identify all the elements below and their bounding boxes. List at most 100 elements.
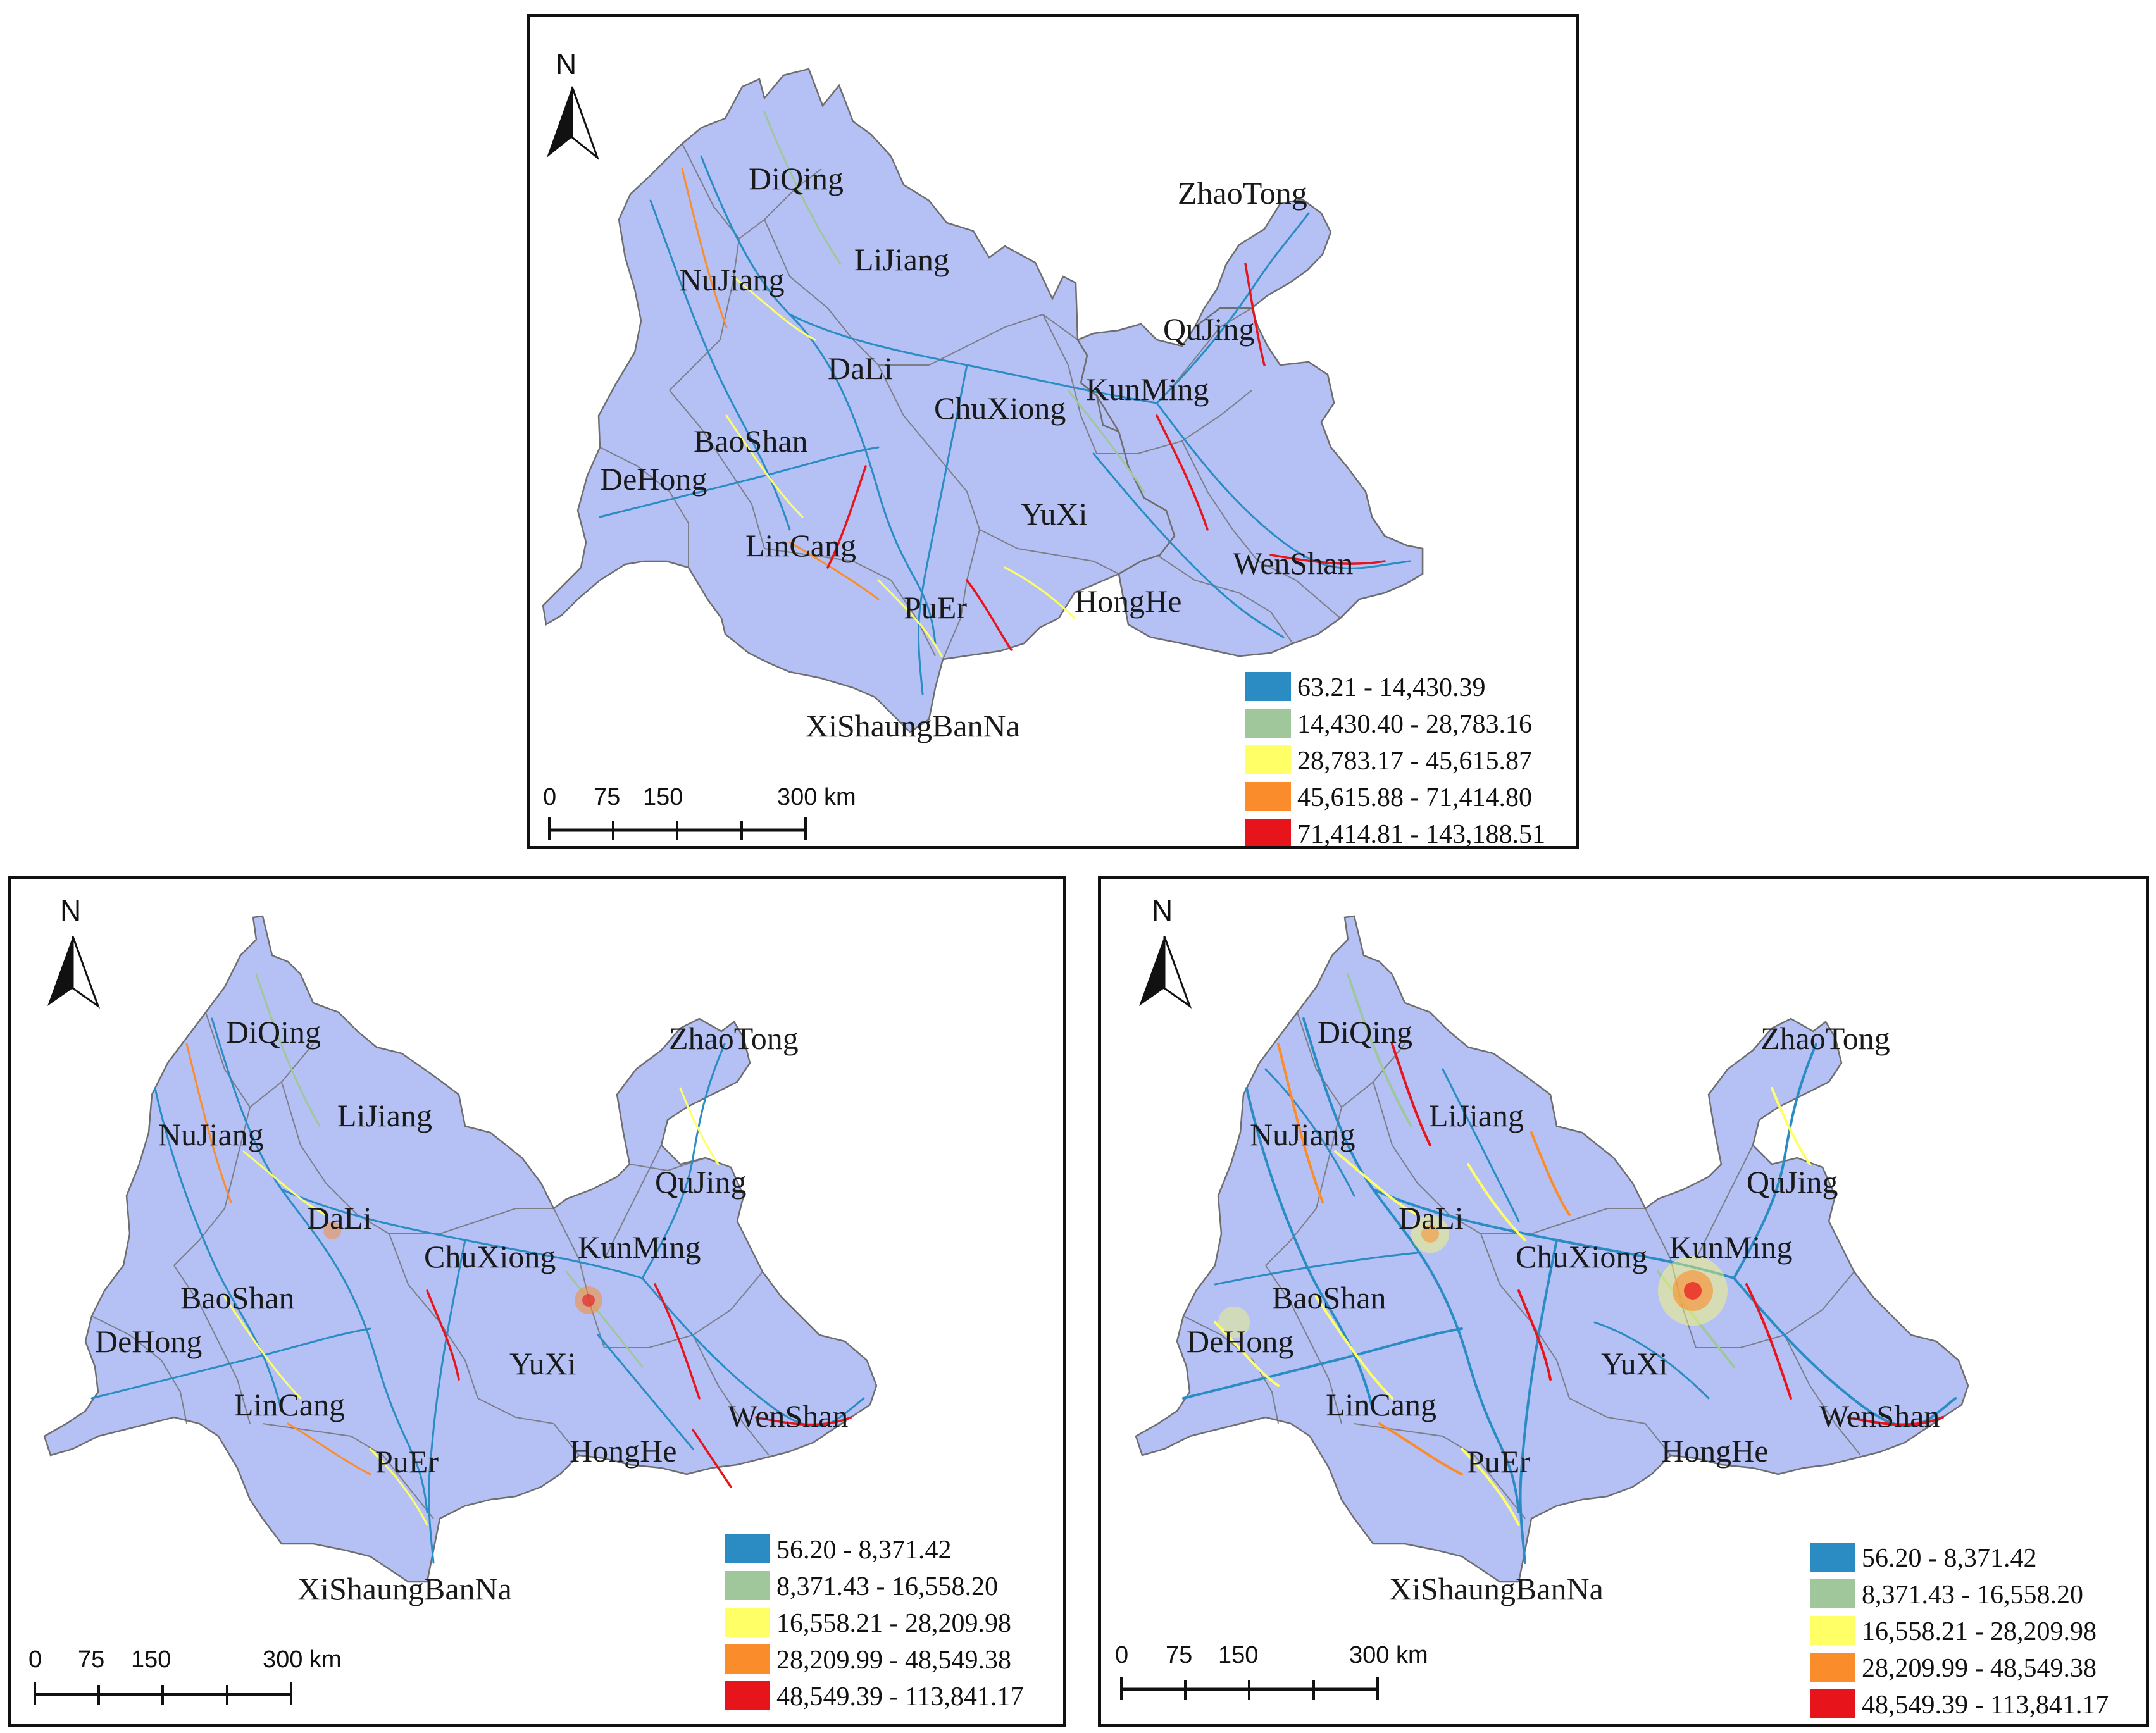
legend-label-5: 71,414.81 - 143,188.51 (1297, 820, 1545, 846)
legend-swatch-3 (725, 1608, 770, 1637)
label-dali: DaLi (828, 351, 893, 386)
label-wenshan: WenShan (1233, 545, 1353, 581)
legend-swatch-4 (1245, 782, 1291, 811)
label-nujiang: NuJiang (679, 262, 785, 297)
map-canvas: DiQing NuJiang LiJiang ZhaoTong QuJing D… (28, 894, 1033, 1719)
legend-label-3: 28,783.17 - 45,615.87 (1297, 747, 1532, 776)
north-label: N (1152, 894, 1173, 927)
label-lincang: LinCang (1326, 1387, 1436, 1422)
scale-tick-75: 75 (1166, 1642, 1192, 1668)
scale-tick-150: 150 (131, 1646, 171, 1673)
legend-label-1: 56.20 - 8,371.42 (1862, 1544, 2037, 1573)
legend-swatch-1 (1245, 672, 1291, 701)
label-zhaotong: ZhaoTong (669, 1021, 799, 1056)
legend-label-3: 16,558.21 - 28,209.98 (1862, 1617, 2097, 1646)
label-xishuangbanna: XiShaungBanNa (806, 708, 1020, 743)
road-network (1182, 973, 1957, 1564)
legend-label-5: 48,549.39 - 113,841.17 (1862, 1691, 2109, 1720)
legend-swatch-1 (1810, 1543, 1855, 1572)
label-puer: PuEr (904, 590, 967, 625)
label-lincang: LinCang (234, 1387, 345, 1422)
legend-swatch-2 (725, 1571, 770, 1600)
scale-bar: 0 75 150 300 km (543, 784, 856, 840)
legend-swatch-4 (725, 1644, 770, 1674)
label-yuxi: YuXi (1021, 496, 1088, 531)
label-yuxi: YuXi (1601, 1346, 1668, 1381)
scale-tick-300: 300 km (1349, 1642, 1428, 1668)
scale-tick-0: 0 (543, 784, 556, 811)
label-yuxi: YuXi (509, 1346, 576, 1381)
label-zhaotong: ZhaoTong (1178, 175, 1307, 211)
label-lijiang: LiJiang (1429, 1098, 1524, 1133)
label-nujiang: NuJiang (1250, 1117, 1355, 1152)
label-xishuangbanna: XiShaungBanNa (297, 1571, 512, 1606)
legend-label-5: 48,549.39 - 113,841.17 (776, 1682, 1023, 1711)
label-dehong: DeHong (95, 1324, 202, 1359)
legend-swatch-1 (725, 1534, 770, 1563)
legend-label-2: 8,371.43 - 16,558.20 (776, 1572, 998, 1601)
label-lijiang: LiJiang (337, 1098, 432, 1133)
label-wenshan: WenShan (728, 1398, 848, 1434)
label-dali: DaLi (1399, 1200, 1464, 1236)
legend-label-1: 63.21 - 14,430.39 (1297, 673, 1486, 702)
label-xishuangbanna: XiShaungBanNa (1389, 1571, 1604, 1606)
scale-bar: 0 75 150 300 km (28, 1646, 342, 1705)
label-dehong: DeHong (1187, 1324, 1293, 1359)
north-label: N (60, 894, 81, 927)
legend-swatch-3 (1810, 1616, 1855, 1645)
label-qujing: QuJing (655, 1164, 746, 1200)
legend-swatch-2 (1810, 1579, 1855, 1608)
label-baoshan: BaoShan (694, 423, 808, 459)
label-kunming: KunMing (1086, 371, 1209, 407)
legend-label-2: 14,430.40 - 28,783.16 (1297, 710, 1532, 739)
label-honghe: HongHe (570, 1433, 676, 1469)
prefecture-labels: DiQing NuJiang LiJiang ZhaoTong QuJing D… (600, 161, 1353, 743)
legend-swatch-5 (1245, 819, 1291, 846)
label-honghe: HongHe (1075, 583, 1181, 619)
scale-tick-0: 0 (28, 1646, 42, 1673)
label-diqing: DiQing (1318, 1014, 1412, 1050)
north-label: N (556, 47, 576, 80)
map-panel-bottom-right: DiQing NuJiang LiJiang ZhaoTong QuJing D… (1098, 876, 2149, 1727)
north-arrow: N (47, 894, 101, 1009)
map-canvas: DiQing NuJiang LiJiang ZhaoTong QuJing D… (1115, 894, 2119, 1724)
scale-tick-75: 75 (594, 784, 620, 811)
label-zhaotong: ZhaoTong (1760, 1021, 1890, 1056)
label-baoshan: BaoShan (1272, 1280, 1386, 1315)
legend-label-3: 16,558.21 - 28,209.98 (776, 1609, 1011, 1638)
legend-label-4: 28,209.99 - 48,549.38 (776, 1646, 1011, 1675)
scale-tick-150: 150 (643, 784, 683, 811)
label-dehong: DeHong (600, 461, 707, 497)
label-lijiang: LiJiang (854, 242, 949, 277)
scale-bar: 0 75 150 300 km (1115, 1642, 1428, 1700)
legend-swatch-3 (1245, 745, 1291, 774)
legend-swatch-4 (1810, 1653, 1855, 1682)
scale-tick-0: 0 (1115, 1642, 1128, 1668)
label-diqing: DiQing (749, 161, 844, 196)
label-diqing: DiQing (226, 1014, 321, 1050)
scale-tick-300: 300 km (263, 1646, 342, 1673)
label-puer: PuEr (1467, 1444, 1530, 1479)
prefecture-labels: DiQing NuJiang LiJiang ZhaoTong QuJing D… (1187, 1014, 1940, 1606)
north-arrow: N (547, 47, 600, 161)
label-lincang: LinCang (745, 528, 856, 563)
north-arrow: N (1139, 894, 1192, 1009)
label-chuxiong: ChuXiong (934, 390, 1066, 426)
road-network (599, 111, 1411, 695)
label-dali: DaLi (307, 1200, 372, 1236)
map-panel-top: DiQing NuJiang LiJiang ZhaoTong QuJing D… (527, 14, 1579, 849)
map-canvas: DiQing NuJiang LiJiang ZhaoTong QuJing D… (542, 47, 1554, 846)
label-chuxiong: ChuXiong (424, 1239, 556, 1274)
urban-hotspot (323, 1222, 602, 1314)
label-chuxiong: ChuXiong (1516, 1239, 1647, 1274)
scale-tick-75: 75 (78, 1646, 104, 1673)
label-baoshan: BaoShan (180, 1280, 295, 1315)
legend: 63.21 - 14,430.39 14,430.40 - 28,783.16 28… (1238, 664, 1554, 846)
legend: 56.20 - 8,371.42 8,371.43 - 16,558.20 16,5… (717, 1527, 1033, 1719)
label-honghe: HongHe (1661, 1433, 1768, 1469)
legend: 56.20 - 8,371.42 8,371.43 - 16,558.20 16,5… (1802, 1535, 2119, 1724)
legend-label-4: 28,209.99 - 48,549.38 (1862, 1654, 2097, 1683)
label-qujing: QuJing (1747, 1164, 1838, 1200)
legend-swatch-5 (1810, 1689, 1855, 1718)
prefecture-labels: DiQing NuJiang LiJiang ZhaoTong QuJing D… (95, 1014, 848, 1606)
